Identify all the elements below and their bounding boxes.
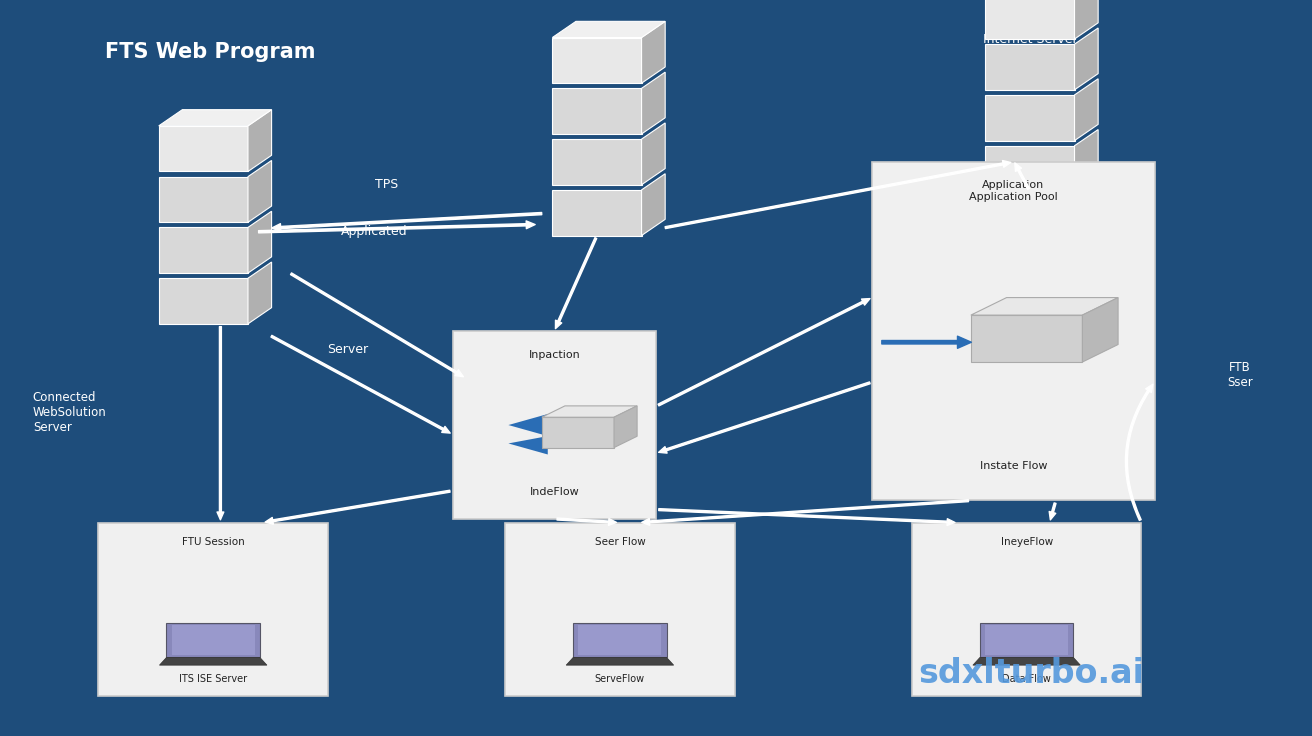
FancyArrowPatch shape	[558, 518, 617, 526]
Polygon shape	[552, 88, 642, 134]
Polygon shape	[1075, 79, 1098, 141]
Polygon shape	[985, 44, 1075, 90]
Text: Server: Server	[327, 343, 369, 356]
Polygon shape	[573, 623, 666, 657]
FancyArrowPatch shape	[659, 382, 870, 453]
Polygon shape	[248, 160, 272, 222]
Polygon shape	[1075, 130, 1098, 191]
Polygon shape	[508, 436, 548, 455]
Polygon shape	[1075, 28, 1098, 90]
Polygon shape	[642, 174, 665, 236]
Text: Applicated: Applicated	[341, 225, 407, 238]
Polygon shape	[552, 21, 665, 38]
Polygon shape	[505, 523, 735, 696]
Polygon shape	[971, 297, 1118, 315]
Polygon shape	[614, 406, 638, 447]
Text: TPS: TPS	[375, 177, 399, 191]
FancyArrowPatch shape	[272, 336, 450, 433]
Text: ServeFlow: ServeFlow	[594, 674, 646, 684]
Polygon shape	[567, 657, 673, 665]
Text: FTS Web Program: FTS Web Program	[105, 41, 315, 62]
Polygon shape	[985, 95, 1075, 141]
FancyArrowPatch shape	[258, 221, 535, 233]
Polygon shape	[248, 262, 272, 324]
Polygon shape	[642, 123, 665, 185]
Text: Internet Server
(IIS): Internet Server (IIS)	[983, 33, 1077, 61]
Polygon shape	[248, 211, 272, 273]
Text: FTU Session: FTU Session	[182, 537, 244, 548]
FancyArrowPatch shape	[642, 500, 968, 526]
Text: IndeFlow: IndeFlow	[530, 486, 579, 497]
Polygon shape	[552, 38, 642, 83]
Text: FTB
Sser: FTB Sser	[1227, 361, 1253, 389]
Polygon shape	[172, 626, 255, 654]
Polygon shape	[159, 177, 248, 222]
Polygon shape	[248, 110, 272, 171]
Polygon shape	[508, 414, 548, 436]
FancyArrowPatch shape	[290, 273, 463, 377]
Polygon shape	[167, 623, 260, 657]
Polygon shape	[159, 227, 248, 273]
Text: sdxlturbo.ai: sdxlturbo.ai	[918, 657, 1144, 690]
FancyArrowPatch shape	[1014, 163, 1030, 189]
Polygon shape	[159, 110, 272, 126]
Text: ITS ISE Server: ITS ISE Server	[180, 674, 247, 684]
FancyArrowPatch shape	[265, 490, 450, 524]
FancyArrowPatch shape	[659, 509, 955, 526]
Polygon shape	[974, 657, 1080, 665]
Polygon shape	[579, 626, 661, 654]
FancyArrowPatch shape	[659, 299, 870, 406]
FancyArrowPatch shape	[882, 336, 971, 348]
Text: Connected
WebSolution
Server: Connected WebSolution Server	[33, 391, 106, 434]
Text: IneyeFlow: IneyeFlow	[1001, 537, 1052, 548]
Polygon shape	[542, 417, 614, 447]
Polygon shape	[159, 278, 248, 324]
FancyArrowPatch shape	[216, 327, 224, 520]
Polygon shape	[159, 126, 248, 171]
FancyArrowPatch shape	[272, 213, 542, 231]
Polygon shape	[1082, 297, 1118, 362]
Polygon shape	[985, 0, 1075, 39]
Polygon shape	[642, 21, 665, 83]
Polygon shape	[980, 623, 1073, 657]
Polygon shape	[912, 523, 1141, 696]
FancyArrowPatch shape	[665, 160, 1010, 229]
Text: Seer Flow: Seer Flow	[594, 537, 646, 548]
Polygon shape	[98, 523, 328, 696]
Polygon shape	[160, 657, 266, 665]
Polygon shape	[1075, 0, 1098, 39]
FancyArrowPatch shape	[1050, 503, 1056, 520]
Polygon shape	[971, 315, 1082, 362]
Text: Instate Flow: Instate Flow	[980, 461, 1047, 471]
Polygon shape	[985, 146, 1075, 191]
Polygon shape	[552, 190, 642, 236]
Polygon shape	[872, 162, 1155, 500]
Polygon shape	[542, 406, 638, 417]
Text: Inpaction: Inpaction	[529, 350, 580, 360]
FancyArrowPatch shape	[555, 238, 597, 329]
Text: Application
Application Pool: Application Application Pool	[970, 180, 1057, 202]
Polygon shape	[453, 331, 656, 519]
Text: Data Flow: Data Flow	[1002, 674, 1051, 684]
FancyArrowPatch shape	[1126, 384, 1153, 520]
Polygon shape	[552, 139, 642, 185]
Polygon shape	[642, 72, 665, 134]
Polygon shape	[985, 626, 1068, 654]
